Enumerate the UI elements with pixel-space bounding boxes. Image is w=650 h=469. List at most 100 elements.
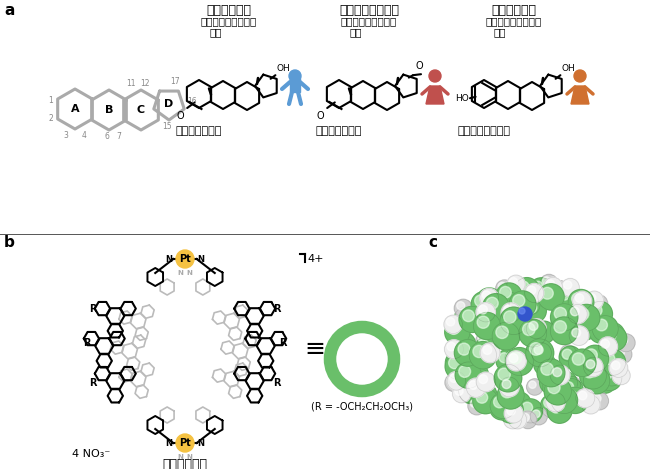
Circle shape — [555, 372, 577, 394]
Circle shape — [519, 319, 547, 347]
Text: 12: 12 — [140, 79, 150, 88]
Circle shape — [465, 363, 488, 386]
Circle shape — [500, 287, 512, 298]
Circle shape — [585, 349, 597, 361]
Text: C: C — [137, 105, 145, 115]
Circle shape — [454, 360, 471, 377]
Circle shape — [575, 294, 584, 303]
Circle shape — [529, 381, 536, 388]
Circle shape — [289, 70, 301, 82]
Circle shape — [513, 295, 525, 307]
Circle shape — [573, 291, 592, 310]
Text: 16: 16 — [187, 97, 196, 106]
Text: O: O — [317, 111, 324, 121]
Circle shape — [519, 308, 525, 314]
Circle shape — [555, 393, 572, 410]
Circle shape — [478, 340, 489, 350]
Circle shape — [536, 285, 560, 308]
Circle shape — [176, 250, 194, 268]
Circle shape — [577, 320, 588, 330]
Circle shape — [560, 378, 583, 401]
Polygon shape — [571, 86, 589, 104]
Circle shape — [600, 323, 625, 347]
Circle shape — [554, 283, 562, 291]
Circle shape — [474, 295, 486, 307]
Text: N: N — [187, 270, 192, 275]
Circle shape — [540, 371, 562, 394]
Circle shape — [552, 297, 575, 320]
Circle shape — [554, 391, 567, 402]
Circle shape — [522, 402, 532, 413]
Circle shape — [591, 392, 608, 410]
Circle shape — [478, 335, 486, 342]
Text: テストステロン: テストステロン — [176, 126, 222, 136]
Bar — [290, 78, 300, 92]
Circle shape — [455, 362, 482, 388]
Circle shape — [588, 302, 612, 326]
Circle shape — [517, 281, 529, 293]
Text: エストロゲン: エストロゲン — [491, 4, 536, 17]
Circle shape — [498, 397, 523, 423]
Text: 例）: 例） — [349, 27, 361, 37]
Circle shape — [469, 366, 479, 377]
Circle shape — [508, 392, 531, 416]
Circle shape — [591, 305, 602, 316]
Circle shape — [568, 304, 587, 324]
Circle shape — [587, 366, 597, 377]
Text: 4: 4 — [81, 131, 86, 140]
Circle shape — [582, 395, 600, 414]
Circle shape — [562, 387, 588, 414]
Circle shape — [444, 315, 462, 333]
Circle shape — [503, 383, 514, 393]
Circle shape — [530, 408, 547, 425]
Circle shape — [617, 348, 625, 356]
Circle shape — [551, 313, 574, 335]
Text: R: R — [273, 378, 281, 388]
Circle shape — [497, 382, 524, 409]
Text: OH: OH — [562, 64, 575, 73]
Circle shape — [477, 288, 502, 313]
Circle shape — [540, 288, 550, 298]
Text: 例）: 例） — [209, 27, 222, 37]
Circle shape — [476, 333, 492, 349]
Circle shape — [456, 363, 464, 370]
Circle shape — [551, 304, 578, 331]
Circle shape — [482, 291, 491, 299]
Circle shape — [496, 280, 514, 297]
Circle shape — [480, 343, 500, 363]
Circle shape — [530, 343, 542, 355]
Circle shape — [612, 366, 630, 385]
Circle shape — [502, 380, 511, 389]
Circle shape — [592, 297, 601, 305]
Circle shape — [504, 305, 513, 314]
Circle shape — [597, 365, 622, 391]
Circle shape — [619, 336, 628, 344]
Circle shape — [511, 395, 521, 406]
Circle shape — [429, 70, 441, 82]
Circle shape — [549, 395, 557, 404]
Circle shape — [550, 365, 570, 385]
Circle shape — [483, 346, 492, 355]
Circle shape — [574, 317, 597, 340]
Circle shape — [452, 320, 460, 328]
Text: 1: 1 — [48, 96, 53, 105]
Circle shape — [490, 295, 514, 318]
Circle shape — [490, 393, 516, 419]
Circle shape — [534, 354, 556, 376]
Circle shape — [554, 307, 567, 320]
Circle shape — [568, 289, 594, 315]
Circle shape — [455, 387, 463, 395]
Circle shape — [505, 349, 521, 365]
Circle shape — [476, 386, 487, 397]
Circle shape — [546, 393, 565, 412]
Circle shape — [560, 345, 577, 361]
Circle shape — [501, 303, 521, 322]
Circle shape — [532, 410, 540, 418]
Text: O: O — [177, 111, 184, 121]
Circle shape — [585, 291, 603, 310]
Circle shape — [529, 321, 538, 330]
Text: プロゲストーゲン: プロゲストーゲン — [339, 4, 399, 17]
Circle shape — [468, 397, 486, 415]
Circle shape — [496, 350, 518, 372]
Circle shape — [510, 278, 517, 286]
